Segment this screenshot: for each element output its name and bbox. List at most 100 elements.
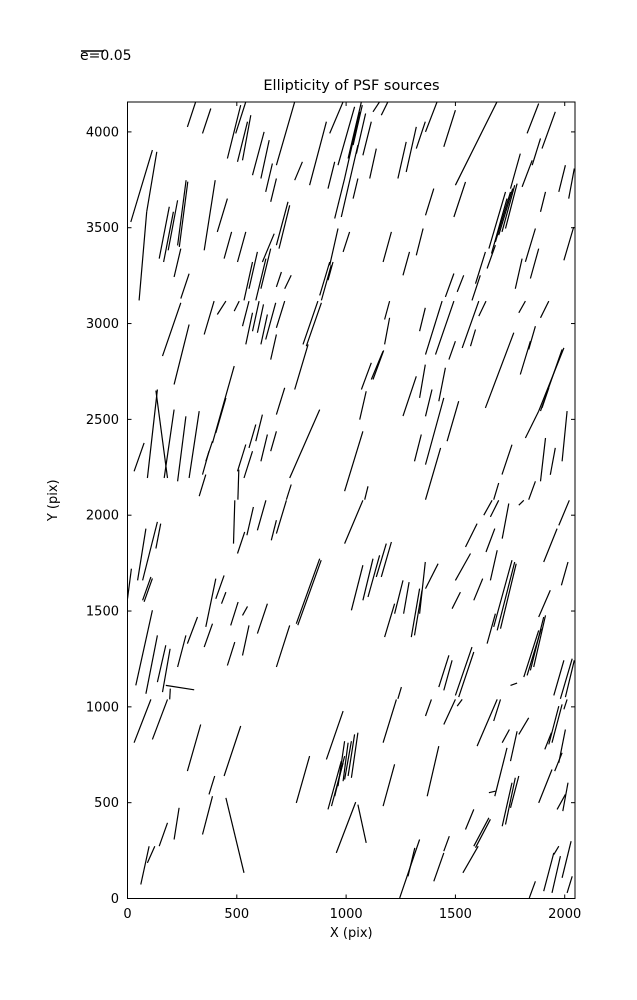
whisker-segment xyxy=(424,397,445,465)
whisker-segment xyxy=(256,603,268,634)
whisker-segment xyxy=(488,790,496,794)
whisker-segment xyxy=(407,847,416,877)
whisker-segment xyxy=(270,520,277,541)
whisker-segment xyxy=(241,606,249,616)
whisker-segment xyxy=(485,528,496,553)
whisker-segment xyxy=(538,769,553,804)
whisker-segment xyxy=(509,775,520,808)
whisker-segment xyxy=(553,845,560,855)
whisker-segment xyxy=(156,645,167,683)
whisker-segment xyxy=(526,103,540,134)
whisker-segment xyxy=(260,139,270,179)
whisker-segment xyxy=(501,503,510,539)
whisker-segment xyxy=(493,482,500,500)
whisker-segment xyxy=(384,317,391,345)
whisker-segment xyxy=(173,807,180,840)
y-tick-label: 2500 xyxy=(86,413,119,428)
whisker-segment xyxy=(382,231,392,263)
whisker-segment xyxy=(133,442,145,472)
whisker-segment xyxy=(434,300,455,355)
whisker-segment xyxy=(225,797,245,873)
whisker-segment xyxy=(523,630,540,678)
whisker-segment xyxy=(180,273,190,299)
whisker-segment xyxy=(284,275,292,289)
whisker-segment xyxy=(203,623,214,648)
whisker-segment xyxy=(551,704,563,743)
whisker-segment xyxy=(478,300,487,317)
whisker-segment xyxy=(327,161,336,189)
whisker-segment xyxy=(127,568,132,599)
whisker-segment xyxy=(350,565,364,611)
whisker-segment xyxy=(541,111,556,149)
whisker-segment xyxy=(163,211,174,263)
whisker-segment xyxy=(235,102,247,134)
whisker-segment xyxy=(309,121,327,186)
whisker-segment xyxy=(539,437,547,482)
whisker-segment xyxy=(528,881,536,899)
whisker-segment xyxy=(161,302,182,357)
whisker-segment xyxy=(334,178,346,219)
whisker-segment xyxy=(562,782,569,812)
whisker-segment xyxy=(158,206,170,259)
whisker-segment xyxy=(163,409,175,479)
y-tick-label: 1000 xyxy=(86,700,119,715)
whisker-segment xyxy=(232,500,236,544)
whisker-segment xyxy=(538,590,551,618)
whisker-segment xyxy=(142,576,152,601)
whisker-segment xyxy=(203,180,216,251)
whisker-segment xyxy=(285,484,292,500)
whisker-segment xyxy=(241,115,252,161)
whisker-segment xyxy=(568,168,575,199)
whisker-segment xyxy=(494,747,508,797)
whisker-segment xyxy=(419,561,426,614)
whisker-segment xyxy=(563,226,575,261)
whisker-segment xyxy=(173,324,190,385)
whisker-segment xyxy=(347,734,356,777)
whisker-segment xyxy=(146,845,156,864)
whisker-segment xyxy=(489,500,500,518)
whisker-segment xyxy=(138,211,148,301)
whisker-segment xyxy=(561,841,572,878)
legend: e=0.05 xyxy=(80,48,132,64)
whisker-segment xyxy=(402,251,411,276)
whisker-segment xyxy=(344,500,364,544)
whisker-segment xyxy=(364,486,369,500)
whisker-segment xyxy=(335,801,357,854)
whisker-segment xyxy=(241,625,250,656)
whisker-segment xyxy=(486,613,496,644)
whisker-segment xyxy=(518,499,525,506)
whisker-segment xyxy=(275,387,286,415)
whisker-segment xyxy=(133,699,152,743)
whisker-segment xyxy=(424,188,435,216)
legend-line-swatch xyxy=(81,50,104,52)
whisker-segment xyxy=(236,444,247,472)
whisker-segment xyxy=(433,852,445,882)
whisker-segment xyxy=(529,248,540,279)
whisker-segment xyxy=(226,104,242,159)
whisker-segment xyxy=(205,578,217,628)
whisker-segment xyxy=(504,183,518,229)
x-axis-label: X (pix) xyxy=(330,926,373,941)
whisker-segment xyxy=(559,658,573,699)
whisker-segment xyxy=(424,447,442,500)
whisker-segment xyxy=(397,686,402,699)
x-tick-label: 500 xyxy=(224,907,249,922)
whisker-segment xyxy=(380,102,389,116)
whisker-segment xyxy=(260,248,272,289)
y-tick-label: 4000 xyxy=(86,125,119,140)
whisker-segment xyxy=(265,302,277,340)
whisker-segment xyxy=(369,148,377,179)
y-tick-label: 1500 xyxy=(86,605,119,620)
whisker-segment xyxy=(549,447,556,475)
whisker-segment xyxy=(352,178,359,199)
whisker-segment xyxy=(215,397,227,434)
whisker-segment xyxy=(198,474,207,497)
whisker-segment xyxy=(216,198,228,233)
whisker-segment xyxy=(483,500,493,516)
whisker-segment xyxy=(236,121,249,162)
whisker-segment xyxy=(275,271,282,288)
whisker-segment xyxy=(305,302,322,347)
whisker-segment xyxy=(397,141,407,179)
whisker-segment xyxy=(518,300,526,314)
whisker-segment xyxy=(539,191,547,212)
